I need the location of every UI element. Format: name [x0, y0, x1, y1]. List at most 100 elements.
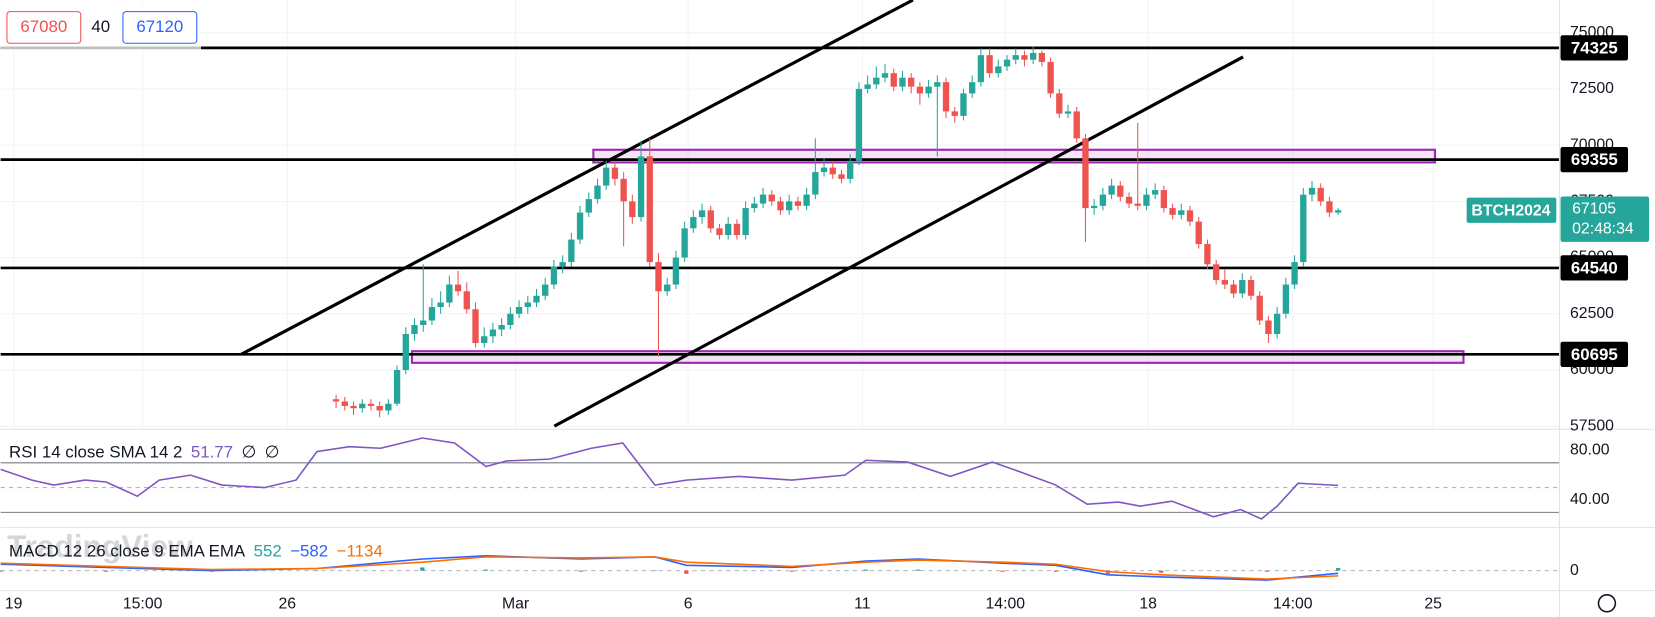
- candle-body: [629, 201, 636, 218]
- symbol-label-bg: [1466, 197, 1557, 223]
- macd-histogram-bar: [1336, 568, 1341, 571]
- candle-body: [332, 399, 340, 402]
- candle-body: [620, 178, 627, 202]
- candle-body: [1212, 264, 1220, 281]
- candle-body: [1082, 138, 1089, 209]
- macd-value: −582: [290, 542, 328, 561]
- macd-histogram-bar: [684, 570, 689, 574]
- candle-body: [655, 262, 662, 292]
- candle-body: [463, 291, 470, 310]
- candle-body: [559, 262, 566, 267]
- candle-body: [1064, 111, 1072, 114]
- candle-body: [1273, 313, 1281, 335]
- candle-body: [507, 313, 514, 326]
- candle-body: [794, 201, 802, 206]
- candle-body: [402, 334, 409, 370]
- macd-histogram-bar: [863, 569, 868, 571]
- trend-line: [240, 0, 914, 356]
- last-price: 67105: [1572, 200, 1616, 217]
- candle-body: [1195, 221, 1202, 245]
- drawings: [240, 0, 1465, 428]
- candle-body: [1151, 190, 1159, 195]
- rsi-extra: ∅: [265, 443, 280, 462]
- candle-body: [751, 203, 758, 209]
- candle-body: [603, 167, 610, 186]
- candle-body: [1108, 185, 1115, 195]
- candle-body: [681, 228, 688, 258]
- candle-body: [960, 93, 967, 116]
- candle-body: [498, 325, 505, 330]
- macd-header: MACD 12 26 close 9 EMA EMA 552 −582 −1134: [9, 542, 383, 561]
- candle-body: [341, 401, 348, 406]
- bid: 67080: [20, 17, 67, 36]
- candle-body: [489, 329, 497, 337]
- candle-body: [428, 307, 436, 321]
- y-tick-label: 57500: [1570, 417, 1614, 434]
- candle-body: [1300, 194, 1307, 263]
- candle-body: [481, 336, 488, 344]
- candle-body: [908, 77, 915, 87]
- macd-histogram-bar: [1000, 570, 1005, 572]
- candle-body: [838, 174, 845, 179]
- candle-body: [1256, 295, 1263, 321]
- x-tick-label: 11: [854, 596, 871, 613]
- level-label-bg: [1560, 146, 1629, 173]
- ask-box[interactable]: [122, 11, 198, 44]
- candle-body: [515, 307, 523, 314]
- x-tick-label: 14:00: [985, 596, 1025, 613]
- candle-body: [1012, 55, 1019, 60]
- y-tick-label: 72500: [1570, 80, 1614, 97]
- candle-body: [385, 403, 392, 411]
- macd-hist-value: 552: [254, 542, 282, 561]
- candle-body: [664, 284, 671, 292]
- plot: [0, 46, 1655, 617]
- bid-box[interactable]: [6, 11, 82, 44]
- candle-body: [568, 239, 575, 263]
- rsi-value: 51.77: [191, 443, 233, 462]
- candle-body: [594, 185, 601, 200]
- candle-body: [350, 405, 357, 409]
- candle-body: [1204, 244, 1211, 265]
- candle-body: [777, 201, 784, 211]
- macd-histogram-bar: [314, 570, 320, 572]
- y-tick-label: 62500: [1570, 305, 1614, 322]
- candle-body: [1003, 59, 1011, 67]
- candle-body: [533, 295, 540, 303]
- candle-body: [550, 266, 558, 285]
- candle-body: [864, 84, 871, 89]
- macd-signal-value: −1134: [337, 542, 383, 561]
- candle-body: [855, 88, 863, 161]
- candle-body: [1134, 203, 1141, 206]
- candle-body: [393, 369, 401, 404]
- rsi-header: RSI 14 close SMA 14 2 51.77 ∅ ∅: [9, 443, 279, 462]
- candle-body: [1047, 61, 1054, 94]
- candle-body: [829, 167, 836, 175]
- rsi-line: [0, 437, 1339, 520]
- candle-body: [1326, 201, 1333, 213]
- last-price-bg: [1560, 196, 1650, 242]
- candle-body: [847, 160, 854, 179]
- candle-body: [472, 309, 479, 344]
- candle-body: [1169, 208, 1176, 215]
- candle-body: [1265, 320, 1272, 335]
- trend-line: [553, 55, 1244, 428]
- candle-body: [742, 208, 749, 236]
- x-tick-label: 18: [1139, 596, 1157, 613]
- candle-body: [759, 194, 767, 204]
- candle-body: [1239, 280, 1246, 294]
- candle-body: [672, 257, 680, 285]
- candle-body: [690, 217, 697, 229]
- rsi-tick-label: 40.00: [1570, 491, 1610, 508]
- ask: 67120: [136, 17, 183, 36]
- candle-body: [1178, 210, 1185, 215]
- candle-body: [899, 77, 906, 87]
- candle-body: [934, 82, 941, 87]
- candle-body: [524, 302, 531, 308]
- candle-body: [786, 201, 793, 211]
- settings-icon[interactable]: [1597, 594, 1617, 613]
- candle-body: [1143, 194, 1150, 206]
- level-label: 60695: [1571, 345, 1618, 364]
- macd-histogram-bar: [0, 570, 3, 572]
- candle-body: [1221, 280, 1229, 285]
